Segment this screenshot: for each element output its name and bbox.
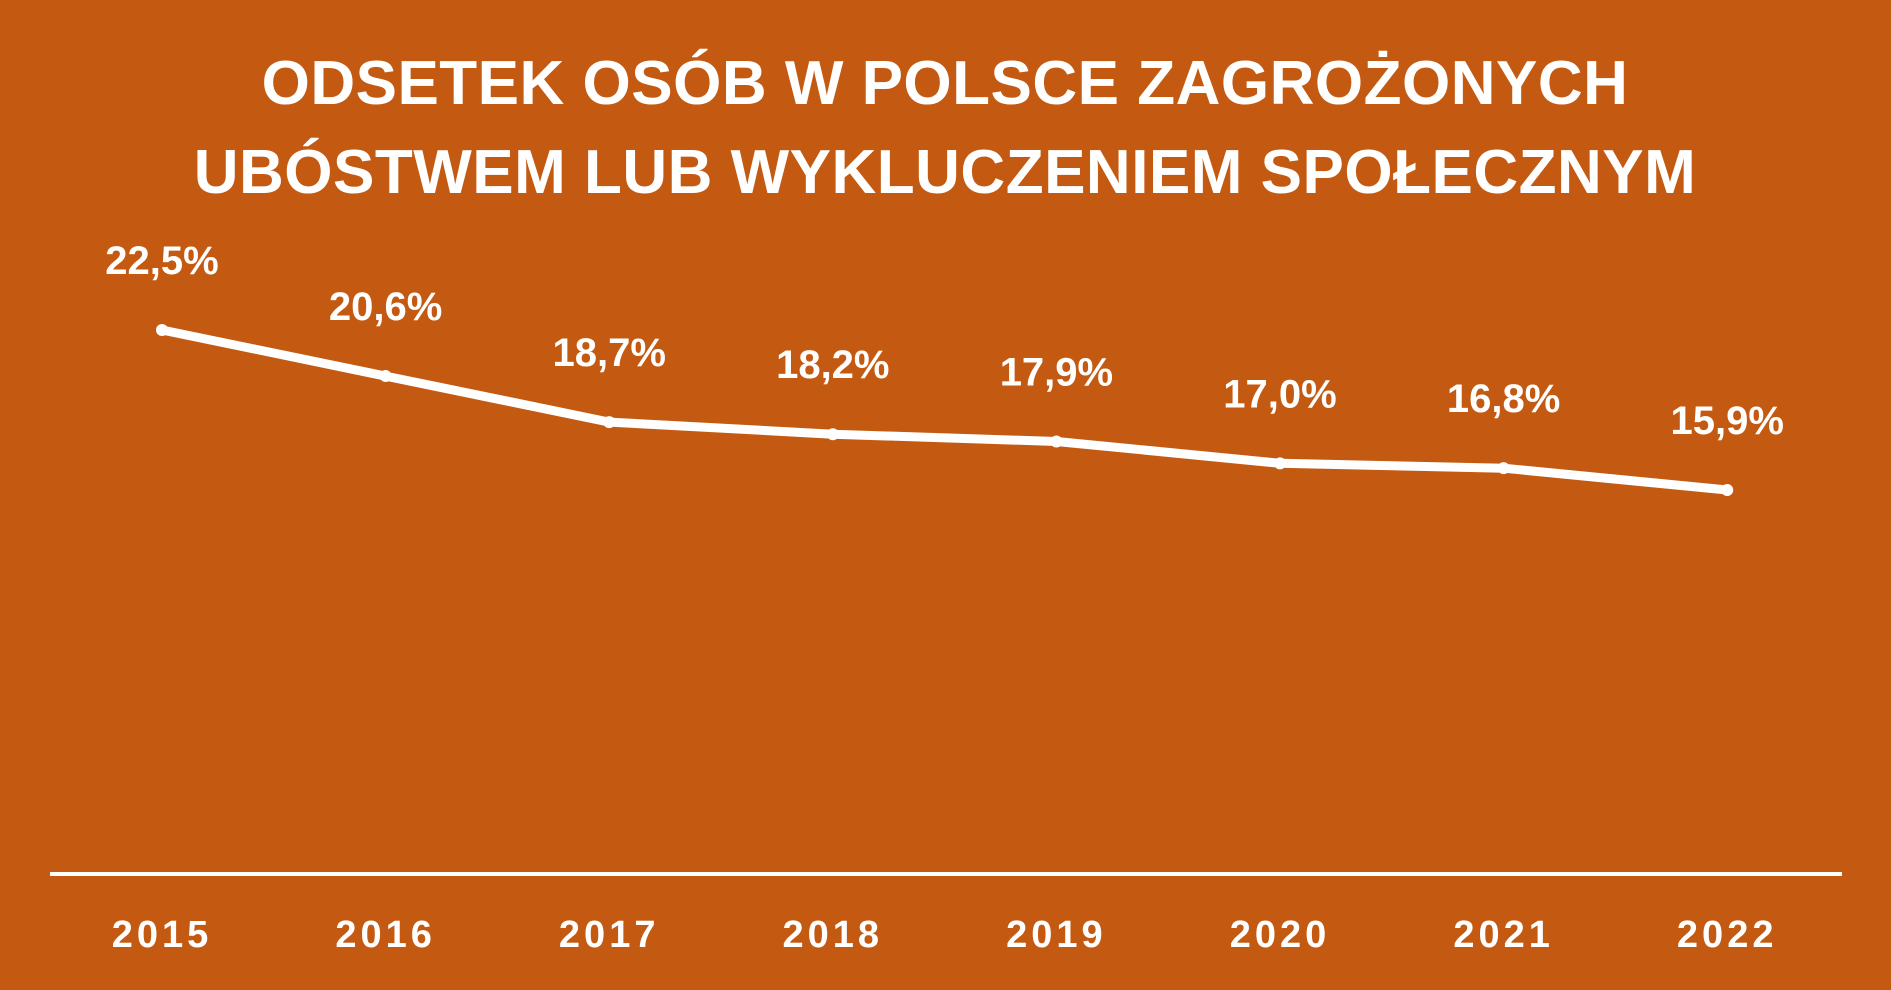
value-label-2017: 18,7%	[552, 331, 665, 375]
value-label-2021: 16,8%	[1447, 377, 1560, 421]
data-points	[156, 324, 1734, 496]
x-tick-label-2020: 2020	[1230, 914, 1331, 956]
value-label-2015: 22,5%	[105, 239, 218, 283]
data-point-2015	[156, 324, 168, 336]
x-tick-label-2022: 2022	[1677, 914, 1778, 956]
chart-title-line-2: UBÓSTWEM LUB WYKLUCZENIEM SPOŁECZNYM	[194, 138, 1697, 207]
x-tick-label-2019: 2019	[1006, 914, 1107, 956]
value-label-2019: 17,9%	[1000, 351, 1113, 395]
data-point-2018	[826, 428, 839, 441]
data-point-2022	[1721, 484, 1734, 496]
x-tick-label-2021: 2021	[1453, 914, 1554, 956]
x-tick-label-2018: 2018	[783, 914, 884, 956]
data-point-2021	[1497, 462, 1510, 475]
value-label-2016: 20,6%	[329, 285, 442, 329]
data-point-2017	[603, 416, 616, 429]
data-point-2016	[379, 370, 392, 383]
x-axis-tick-labels: 2015 2016 2017 2018 2019 2020 2021 2022	[112, 914, 1778, 956]
series-line	[157, 325, 1732, 495]
x-tick-label-2017: 2017	[559, 914, 660, 956]
value-labels: 22,5% 20,6% 18,7% 18,2% 17,9% 17,0% 16,8% 15,9%	[105, 239, 1784, 443]
chart-title-line-1: ODSETEK OSÓB W POLSCE ZAGROŻONYCH	[262, 49, 1629, 118]
data-point-2019	[1050, 435, 1063, 448]
value-label-2020: 17,0%	[1223, 372, 1336, 416]
drop-lines	[161, 330, 1729, 858]
data-point-2020	[1274, 457, 1286, 470]
x-tick-label-2015: 2015	[112, 914, 213, 956]
x-tick-label-2016: 2016	[335, 914, 436, 956]
value-label-2018: 18,2%	[776, 343, 889, 387]
value-label-2022: 15,9%	[1670, 399, 1783, 443]
